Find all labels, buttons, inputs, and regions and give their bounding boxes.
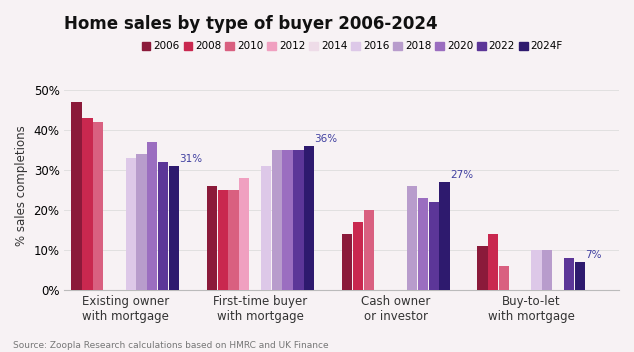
Bar bbox=[72, 102, 82, 290]
Bar bbox=[542, 250, 552, 290]
Bar bbox=[294, 150, 304, 290]
Bar bbox=[477, 246, 488, 290]
Bar bbox=[217, 190, 228, 290]
Bar bbox=[239, 178, 249, 290]
Text: 31%: 31% bbox=[179, 154, 202, 164]
Bar bbox=[283, 150, 293, 290]
Text: Source: Zoopla Research calculations based on HMRC and UK Finance: Source: Zoopla Research calculations bas… bbox=[13, 341, 328, 351]
Bar bbox=[418, 198, 428, 290]
Bar bbox=[353, 222, 363, 290]
Bar bbox=[207, 186, 217, 290]
Bar bbox=[531, 250, 541, 290]
Bar bbox=[304, 146, 314, 290]
Bar bbox=[261, 166, 271, 290]
Bar bbox=[93, 122, 103, 290]
Bar bbox=[136, 154, 146, 290]
Bar bbox=[147, 142, 157, 290]
Bar bbox=[439, 182, 450, 290]
Bar bbox=[169, 166, 179, 290]
Bar bbox=[407, 186, 417, 290]
Bar bbox=[429, 202, 439, 290]
Legend: 2006, 2008, 2010, 2012, 2014, 2016, 2018, 2020, 2022, 2024F: 2006, 2008, 2010, 2012, 2014, 2016, 2018… bbox=[142, 41, 563, 51]
Bar bbox=[126, 158, 136, 290]
Bar bbox=[342, 234, 353, 290]
Text: Home sales by type of buyer 2006-2024: Home sales by type of buyer 2006-2024 bbox=[65, 15, 438, 33]
Bar bbox=[574, 262, 585, 290]
Bar bbox=[564, 258, 574, 290]
Text: 7%: 7% bbox=[585, 250, 602, 260]
Text: 36%: 36% bbox=[314, 134, 338, 144]
Y-axis label: % sales completions: % sales completions bbox=[15, 126, 28, 246]
Bar bbox=[499, 266, 509, 290]
Bar bbox=[271, 150, 282, 290]
Bar bbox=[82, 118, 93, 290]
Bar bbox=[228, 190, 238, 290]
Text: 27%: 27% bbox=[450, 170, 473, 180]
Bar bbox=[158, 162, 168, 290]
Bar bbox=[488, 234, 498, 290]
Bar bbox=[364, 210, 374, 290]
